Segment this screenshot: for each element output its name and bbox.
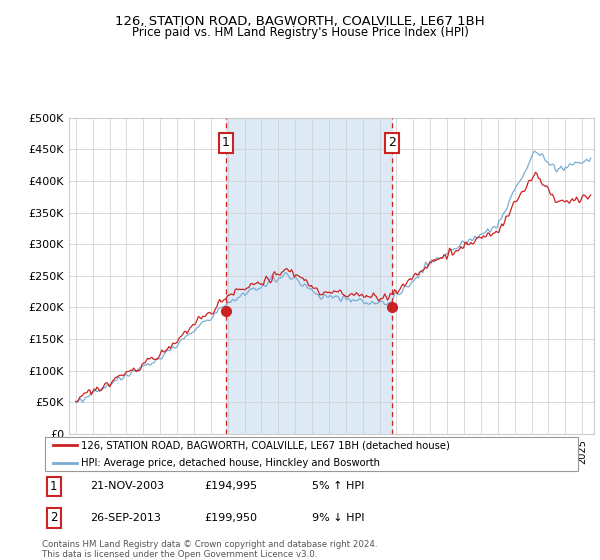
Text: HPI: Average price, detached house, Hinckley and Bosworth: HPI: Average price, detached house, Hinc… [81,458,380,468]
Text: 1: 1 [50,480,58,493]
Text: £199,950: £199,950 [204,513,257,523]
Text: 2: 2 [50,511,58,524]
Text: Price paid vs. HM Land Registry's House Price Index (HPI): Price paid vs. HM Land Registry's House … [131,26,469,39]
Text: Contains HM Land Registry data © Crown copyright and database right 2024.
This d: Contains HM Land Registry data © Crown c… [42,540,377,559]
Text: 126, STATION ROAD, BAGWORTH, COALVILLE, LE67 1BH (detached house): 126, STATION ROAD, BAGWORTH, COALVILLE, … [81,440,450,450]
Text: 9% ↓ HPI: 9% ↓ HPI [312,513,365,523]
Text: 26-SEP-2013: 26-SEP-2013 [91,513,161,523]
Text: 21-NOV-2003: 21-NOV-2003 [91,482,165,492]
FancyBboxPatch shape [45,437,578,472]
Text: 5% ↑ HPI: 5% ↑ HPI [312,482,364,492]
Text: 1: 1 [222,137,230,150]
Text: £194,995: £194,995 [204,482,257,492]
Text: 126, STATION ROAD, BAGWORTH, COALVILLE, LE67 1BH: 126, STATION ROAD, BAGWORTH, COALVILLE, … [115,15,485,28]
Text: 2: 2 [388,137,396,150]
Bar [226,118,392,434]
